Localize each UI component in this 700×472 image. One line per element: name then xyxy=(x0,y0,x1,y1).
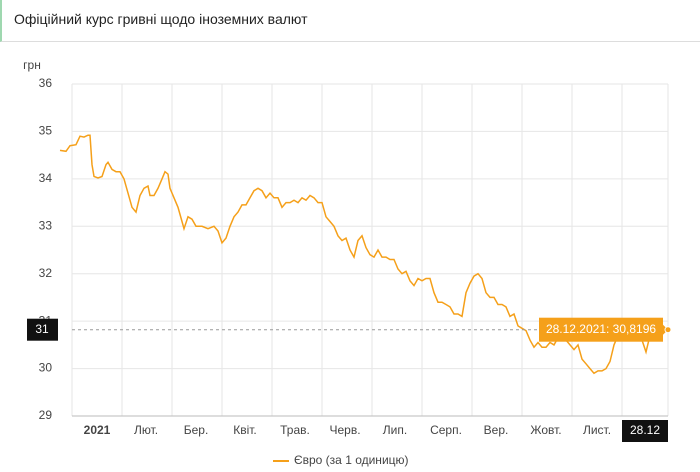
x-tick-label: Серп. xyxy=(430,423,462,437)
tooltip-box xyxy=(539,317,663,342)
y-tick-label: 32 xyxy=(39,266,53,280)
legend-label: Євро (за 1 одиницю) xyxy=(294,453,409,467)
x-tick-label: Лип. xyxy=(383,423,407,437)
x-tick-label: 2021 xyxy=(84,423,111,437)
y-tick-label: 36 xyxy=(39,76,53,90)
x-tick-label: Вер. xyxy=(484,423,509,437)
y-tick-label: 33 xyxy=(39,218,53,232)
crosshair-y-label: 31 xyxy=(35,322,49,336)
y-axis-label: грн xyxy=(23,58,41,72)
x-tick-label: Жовт. xyxy=(530,423,561,437)
x-tick-label: Бер. xyxy=(184,423,209,437)
tooltip-text: 28.12.2021: 30,8196 xyxy=(546,322,656,336)
header: Офіційний курс гривні щодо іноземних вал… xyxy=(0,0,700,42)
crosshair-x-box xyxy=(622,420,668,442)
x-tick-label: Квіт. xyxy=(233,423,257,437)
crosshair-point xyxy=(664,326,672,334)
x-tick-label: Лют. xyxy=(134,423,158,437)
x-tick-label: Трав. xyxy=(280,423,310,437)
y-tick-label: 30 xyxy=(39,361,53,375)
page-title: Офіційний курс гривні щодо іноземних вал… xyxy=(14,11,308,27)
crosshair-x-label: 28.12 xyxy=(630,423,660,437)
y-tick-label: 29 xyxy=(39,408,53,422)
x-tick-label: Черв. xyxy=(329,423,360,437)
y-tick-label: 34 xyxy=(39,171,53,185)
crosshair-y-box xyxy=(27,318,58,341)
y-tick-label: 35 xyxy=(39,124,53,138)
x-tick-label: Лист. xyxy=(583,423,611,437)
